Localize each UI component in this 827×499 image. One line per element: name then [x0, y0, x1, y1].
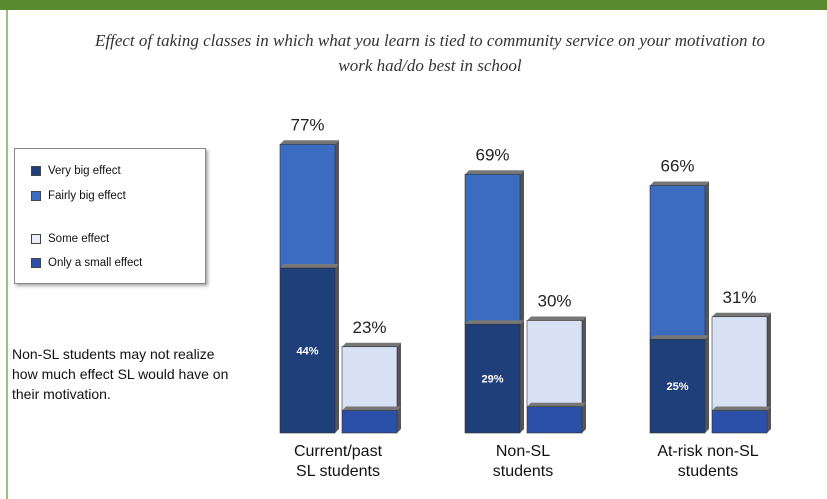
legend-item-fairly-big: Fairly big effect	[31, 190, 126, 202]
bar-some-2-top	[712, 312, 771, 317]
bar-small-1-side	[582, 402, 586, 433]
bar-fairly-big-2-top	[650, 181, 709, 186]
legend-swatch-small	[31, 258, 41, 268]
bar-fairly-big-2-side	[705, 181, 709, 340]
bar-fairly-big-2	[649, 185, 706, 340]
legend-label-some: Some effect	[48, 233, 110, 245]
legend-swatch-some	[31, 234, 41, 244]
top-accent-bar	[0, 0, 827, 10]
bar-very-big-2-side	[705, 335, 709, 433]
bar-some-0	[341, 346, 398, 411]
category-label-1-0: Non-SL	[496, 443, 550, 460]
legend: Very big effect Fairly big effect Some e…	[14, 148, 206, 284]
bar-very-big-1-side	[520, 320, 524, 433]
category-label-2-1: students	[678, 463, 738, 480]
bar-some-0-top	[342, 342, 401, 347]
legend-label-fairly-big: Fairly big effect	[48, 190, 126, 202]
legend-item-very-big: Very big effect	[31, 165, 121, 177]
label-total-big-2: 66%	[660, 157, 694, 176]
label-very-big-1: 29%	[481, 374, 503, 386]
category-label-0-1: SL students	[296, 463, 380, 480]
category-label-1-1: students	[493, 463, 553, 480]
label-total-some-0: 23%	[352, 318, 386, 337]
bar-very-big-1	[464, 323, 521, 434]
bar-small-1-top	[527, 402, 586, 407]
legend-swatch-fairly-big	[31, 191, 41, 201]
bar-small-2	[711, 410, 768, 434]
legend-label-very-big: Very big effect	[48, 165, 121, 177]
bar-very-big-0-side	[335, 264, 339, 433]
bar-some-0-side	[397, 342, 401, 411]
bar-small-2-top	[712, 406, 771, 411]
bar-some-2-side	[767, 312, 771, 411]
bar-fairly-big-0-top	[280, 140, 339, 145]
label-very-big-2: 25%	[666, 381, 688, 393]
legend-swatch-very-big	[31, 166, 41, 176]
label-very-big-0: 44%	[296, 346, 318, 358]
bar-some-1-side	[582, 316, 586, 407]
bar-small-0	[341, 410, 398, 434]
bar-very-big-0-top	[280, 264, 339, 268]
bar-very-big-2-top	[650, 335, 709, 340]
bar-small-1	[526, 406, 583, 434]
legend-label-small: Only a small effect	[48, 257, 143, 269]
legend-item-small: Only a small effect	[31, 257, 142, 269]
bar-small-2-side	[767, 406, 771, 433]
label-total-big-1: 69%	[475, 145, 509, 164]
bar-very-big-0	[279, 267, 336, 434]
label-total-some-2: 31%	[722, 288, 756, 307]
bar-very-big-1-top	[465, 320, 524, 325]
bar-very-big-2	[649, 338, 706, 434]
bar-some-1	[526, 320, 583, 408]
left-accent-rule	[6, 10, 8, 499]
bar-fairly-big-1-top	[465, 170, 524, 175]
bar-small-0-top	[342, 406, 401, 411]
category-label-2-0: At-risk non-SL	[657, 443, 758, 460]
category-label-0-0: Current/past	[294, 443, 383, 460]
bar-fairly-big-0	[279, 143, 336, 269]
label-total-some-1: 30%	[537, 292, 571, 311]
bar-fairly-big-1	[464, 173, 521, 325]
chart-title: Effect of taking classes in which what y…	[95, 31, 765, 75]
label-total-big-0: 77%	[290, 115, 324, 134]
bar-some-1-top	[527, 316, 586, 321]
legend-item-some: Some effect	[31, 233, 109, 245]
bar-fairly-big-1-side	[520, 170, 524, 325]
footnote-text: Non-SL students may not realize how much…	[12, 346, 229, 402]
bar-fairly-big-0-side	[335, 140, 339, 268]
bar-small-0-side	[397, 406, 401, 433]
bar-some-2	[711, 316, 768, 411]
